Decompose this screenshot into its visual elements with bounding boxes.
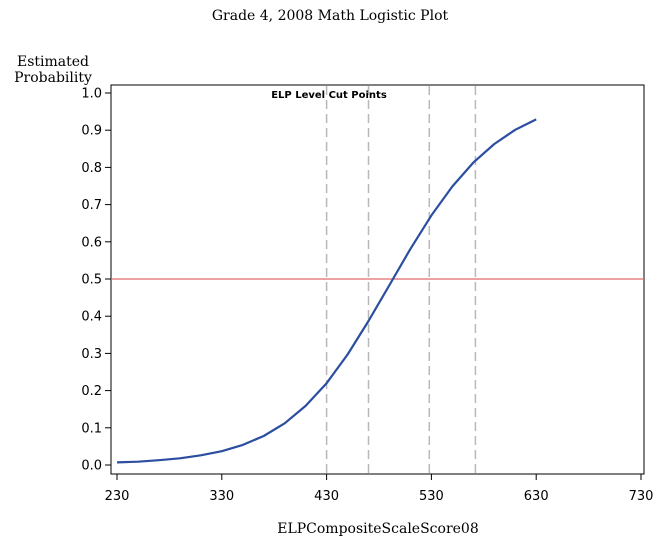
x-tick-label: 630: [524, 489, 549, 504]
y-tick-label: 0.4: [81, 310, 102, 325]
y-tick-label: 1.0: [81, 87, 102, 102]
x-tick-label: 730: [629, 489, 653, 504]
y-axis-label-line-2: Probability: [14, 70, 92, 86]
y-tick-label: 0.9: [81, 124, 102, 139]
y-tick-label: 0.0: [81, 459, 102, 474]
y-tick-label: 0.6: [81, 235, 102, 250]
x-axis-label: ELPCompositeScaleScore08: [277, 521, 479, 537]
y-tick-label: 0.1: [81, 421, 102, 436]
y-axis-label-line-1: Estimated: [17, 54, 89, 70]
y-tick-label: 0.2: [81, 384, 102, 399]
chart-title: Grade 4, 2008 Math Logistic Plot: [212, 8, 449, 24]
plot-area: 0.0 0.1 0.2 0.3 0.4 0.5 0.6 0.7 0.8 0.9 1.0 230 330 4…: [81, 84, 653, 504]
y-tick-label: 0.5: [81, 273, 102, 288]
series-line: [116, 118, 537, 464]
x-tick-label: 530: [419, 489, 444, 504]
x-tick-label: 430: [314, 489, 339, 504]
y-tick-label: 0.3: [81, 347, 102, 362]
x-tick-label: 230: [105, 489, 130, 504]
cut-points-label: ELP Level Cut Points: [271, 90, 387, 101]
y-tick-label: 0.8: [81, 161, 102, 176]
x-tick-label: 330: [209, 489, 234, 504]
y-tick-label: 0.7: [81, 198, 102, 213]
